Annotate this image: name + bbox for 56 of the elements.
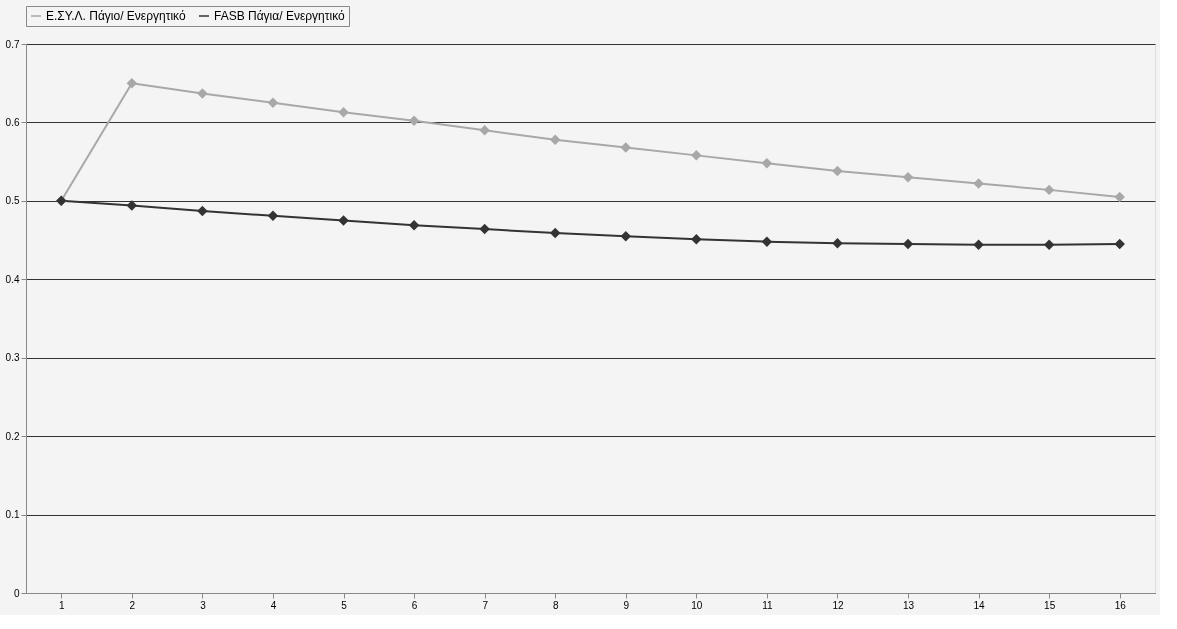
- x-tick-label: 7: [482, 599, 489, 611]
- point: [832, 165, 843, 177]
- point: [973, 178, 984, 189]
- point: [338, 215, 349, 226]
- point: [126, 77, 138, 89]
- point: [902, 238, 914, 250]
- y-tick-label: 0.2: [5, 430, 20, 442]
- point: [267, 210, 279, 221]
- legend-label: Ε.ΣΥ.Λ. Πάγιο/ Ενεργητικό: [46, 9, 186, 23]
- point: [408, 219, 420, 231]
- point: [549, 134, 561, 145]
- y-tick-label: 0.5: [5, 195, 20, 207]
- x-tick-label: 13: [902, 599, 915, 611]
- point: [1114, 191, 1125, 203]
- point: [479, 125, 490, 136]
- point: [973, 239, 984, 251]
- x-tick-label: 3: [200, 599, 207, 611]
- point: [620, 230, 632, 242]
- x-tick-label: 12: [832, 599, 844, 611]
- legend-label: FASB Πάγια/ Ενεργητικό: [214, 9, 345, 23]
- point: [1043, 184, 1055, 196]
- point: [1043, 239, 1055, 251]
- y-tick-label: 0.3: [5, 352, 20, 364]
- y-tick-label: 0.6: [5, 116, 20, 128]
- x-tick-label: 9: [623, 599, 630, 611]
- point: [338, 106, 349, 118]
- point: [902, 172, 914, 183]
- point: [197, 88, 208, 99]
- point: [1114, 238, 1125, 250]
- y-tick-label: 0: [13, 587, 20, 599]
- point: [267, 97, 279, 109]
- point: [691, 150, 702, 161]
- x-tick-label: 6: [411, 599, 418, 611]
- y-tick-label: 0.4: [5, 273, 20, 285]
- x-tick-label: 2: [129, 599, 136, 611]
- point: [408, 115, 420, 127]
- point: [126, 200, 138, 211]
- point: [197, 205, 208, 217]
- y-tick-label: 0.7: [5, 38, 20, 50]
- point: [620, 142, 632, 153]
- x-tick-label: 5: [341, 599, 348, 611]
- x-tick-label: 11: [762, 599, 774, 611]
- x-tick-label: 14: [973, 599, 986, 611]
- point: [761, 236, 773, 247]
- point: [832, 237, 843, 249]
- point: [479, 223, 490, 235]
- y-tick-label: 0.1: [5, 509, 20, 521]
- x-tick-label: 8: [552, 599, 559, 611]
- x-tick-label: 15: [1044, 599, 1056, 611]
- x-tick-label: 10: [691, 599, 703, 611]
- point: [691, 234, 702, 245]
- x-tick-label: 16: [1114, 599, 1127, 611]
- point: [761, 157, 773, 169]
- point: [549, 227, 561, 239]
- x-tick-label: 4: [270, 599, 277, 611]
- x-tick-label: 1: [59, 599, 65, 611]
